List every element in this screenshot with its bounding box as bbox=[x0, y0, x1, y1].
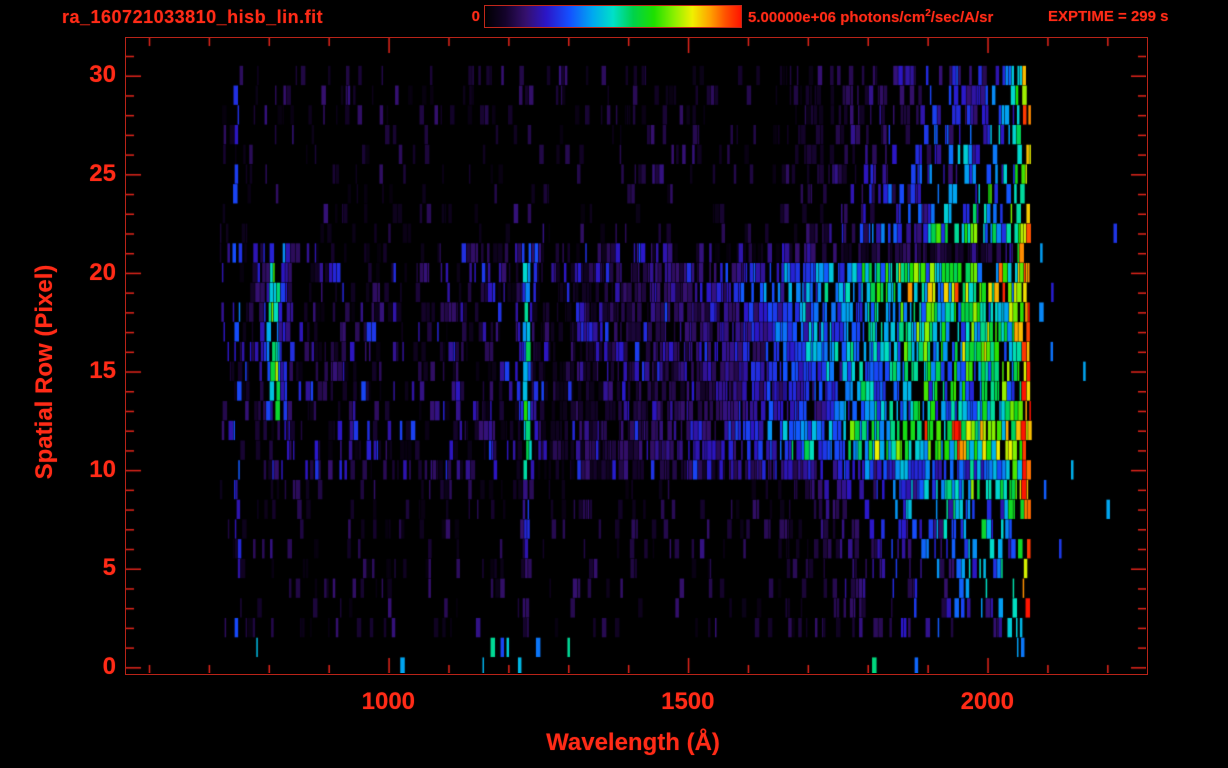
colorbar-max-value: 5.00000e+06 bbox=[748, 9, 837, 26]
y-tick-label: 0 bbox=[102, 653, 116, 681]
y-tick-label: 15 bbox=[89, 357, 116, 385]
colorbar-units-superscript: 2 bbox=[925, 8, 931, 19]
y-tick-label: 10 bbox=[89, 455, 116, 483]
x-axis-title: Wavelength (Å) bbox=[546, 729, 720, 756]
y-tick-label: 20 bbox=[89, 258, 116, 286]
colorbar-min-label: 0 bbox=[471, 8, 480, 25]
spectral-heatmap-canvas bbox=[126, 38, 1146, 673]
x-tick-label: 2000 bbox=[960, 688, 1014, 715]
file-title: ra_160721033810_hisb_lin.fit bbox=[62, 7, 324, 27]
exptime-label: EXPTIME = 299 s bbox=[1048, 8, 1169, 25]
x-tick-label: 1000 bbox=[361, 688, 416, 715]
colorbar-units-pre: photons/cm bbox=[840, 9, 926, 26]
colorbar-units-post: /sec/A/sr bbox=[930, 9, 994, 26]
colorbar-gradient bbox=[484, 5, 742, 28]
colorbar-max-label: 5.00000e+06 photons/cm2/sec/A/sr bbox=[748, 8, 993, 26]
x-tick-label: 1500 bbox=[661, 688, 715, 715]
y-tick-label: 5 bbox=[102, 554, 116, 582]
y-tick-label: 25 bbox=[89, 160, 116, 188]
y-tick-label: 30 bbox=[89, 61, 116, 89]
